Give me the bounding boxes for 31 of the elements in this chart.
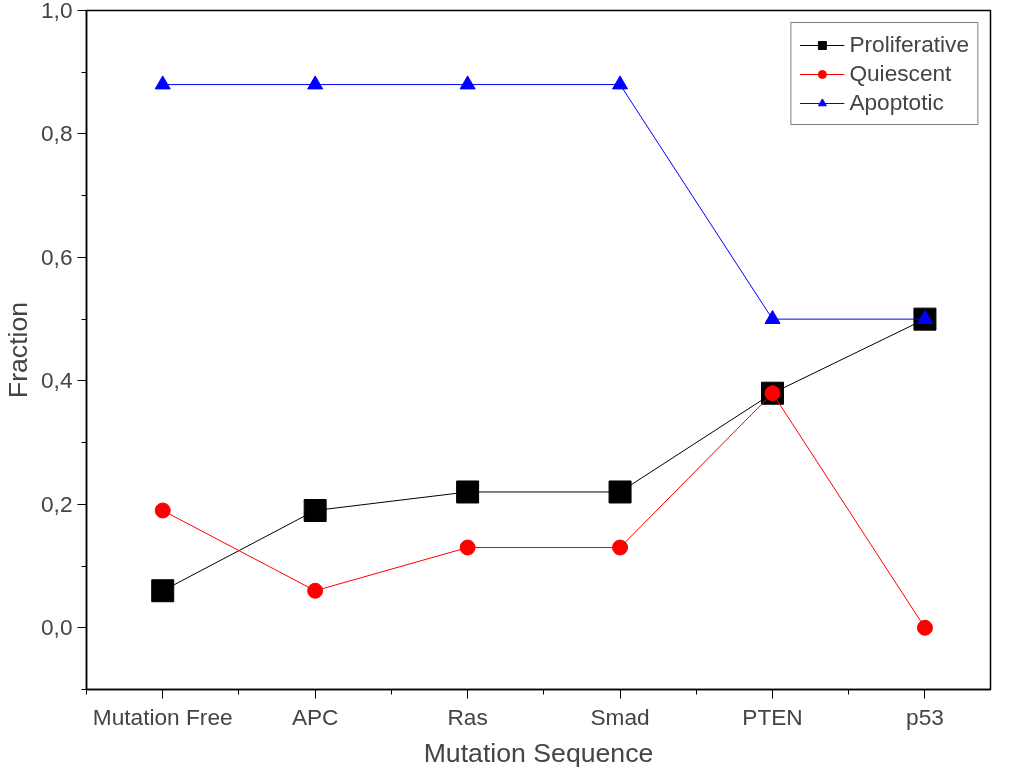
point	[151, 579, 175, 603]
x-axis-title: Mutation Sequence	[423, 737, 654, 768]
y-tick-label: 0,0	[41, 614, 73, 641]
x-tick-label: PTEN	[742, 703, 803, 730]
y-tick-label: 1,0	[41, 0, 73, 23]
point	[459, 75, 476, 90]
y-tick-label: 0,6	[41, 243, 73, 270]
legend-label: Apoptotic	[849, 89, 944, 116]
y-tick-label: 0,8	[41, 120, 73, 147]
point	[303, 498, 327, 522]
legend-label: Proliferative	[849, 31, 969, 58]
x-tick-label: Mutation Free	[92, 703, 233, 730]
y-tick-label: 0,4	[41, 367, 73, 394]
x-tick-label: p53	[906, 703, 944, 730]
point	[612, 539, 629, 556]
point	[307, 582, 324, 599]
point	[612, 75, 629, 90]
point	[459, 539, 476, 556]
x-tick-label: Ras	[447, 703, 488, 730]
y-tick-label: 0,2	[41, 490, 73, 517]
y-axis-title: Fraction	[3, 301, 33, 399]
point	[154, 75, 171, 90]
point	[608, 480, 632, 504]
x-tick-label: Smad	[590, 703, 650, 730]
point	[456, 480, 480, 504]
point	[307, 75, 324, 90]
legend-label: Quiescent	[849, 60, 952, 87]
point	[764, 309, 781, 324]
x-tick-label: APC	[291, 703, 339, 730]
point	[916, 619, 933, 636]
point	[154, 502, 171, 519]
